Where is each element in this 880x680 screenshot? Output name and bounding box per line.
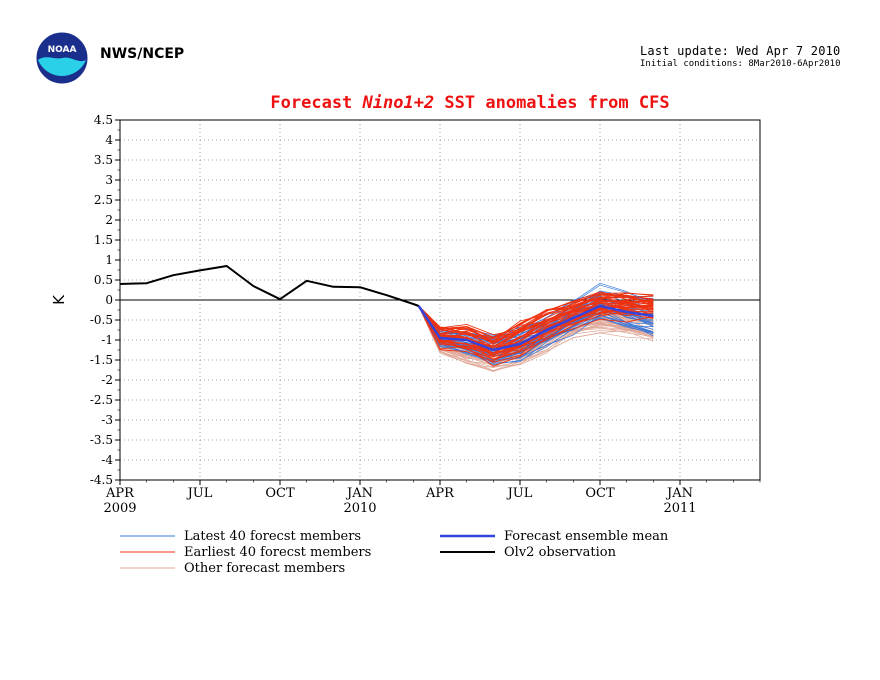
legend-item-obs: Olv2 observation [440,545,617,560]
y-tick-label: -1.5 [90,353,113,367]
y-tick-label: -1 [101,333,113,347]
ensemble-mean-line [417,304,654,352]
initial-conditions: Initial conditions: 8Mar2010-6Apr2010 [640,59,841,69]
legend-item-latest: Latest 40 forecst members [120,529,361,544]
legend-item-earliest: Earliest 40 forecst members [120,545,371,560]
y-tick-label: -0.5 [90,313,113,327]
y-tick-label: -2.5 [90,393,113,407]
y-tick-label: -3 [101,413,113,427]
main-lines [119,265,654,352]
ensemble-member-earliest [418,292,654,338]
ensemble-member-latest [418,305,654,361]
y-tick-label: 2 [105,213,113,227]
ensemble-member-other [418,305,654,366]
y-tick-label: 0.5 [94,273,113,287]
x-tick-label: APR [425,486,455,501]
ensemble-members [418,282,654,372]
ensemble-member-earliest [418,299,654,349]
legend-label: Other forecast members [184,561,345,576]
y-tick-label: 3 [105,173,113,187]
grid [120,120,760,480]
y-tick-label: 4.5 [94,113,113,127]
ensemble-member-other [418,305,654,372]
ensemble-member-earliest [418,291,654,336]
y-tick-label: 1 [105,253,113,267]
ensemble-member-other [418,305,654,372]
x-tick-label: OCT [585,486,615,501]
observation-line [119,265,420,307]
y-axis-label: K [50,294,68,305]
title-suffix: SST anomalies from CFS [434,93,669,113]
title-italic: Nino1+2 [362,93,435,113]
y-tick-label: 4 [105,133,113,147]
ensemble-member-other [418,305,654,361]
y-tick-label: -2 [101,373,113,387]
chart-title: Forecast Nino1+2 SST anomalies from CFS [270,93,669,113]
title-prefix: Forecast [270,93,362,113]
x-tick-label: JAN [665,486,693,501]
legend-item-other: Other forecast members [120,561,345,576]
y-tick-label: 2.5 [94,193,113,207]
x-tick-year: 2009 [103,501,136,516]
x-tick-label: OCT [265,486,295,501]
x-tick-year: 2010 [343,501,376,516]
last-update: Last update: Wed Apr 7 2010 [640,44,841,58]
org-name: NWS/NCEP [100,46,185,62]
x-tick-label: APR [105,486,135,501]
legend-item-mean: Forecast ensemble mean [440,529,669,544]
x-tick-label: JUL [506,486,533,501]
y-tick-label: 3.5 [94,153,113,167]
y-tick-label: -3.5 [90,433,113,447]
legend-label: Earliest 40 forecst members [184,545,371,560]
logo-text: NOAA [48,45,77,55]
ensemble-member-earliest [418,305,654,367]
legend: Latest 40 forecst members Forecast ensemb… [120,529,669,576]
y-tick-label: -4.5 [90,473,113,487]
x-tick-year: 2011 [663,501,696,516]
ensemble-member-earliest [418,295,654,342]
ensemble-member-earliest [418,296,654,347]
x-tick-label: JAN [345,486,373,501]
legend-label: Olv2 observation [504,545,617,560]
y-axis: 4.5 4 3.5 3 2.5 2 1.5 1 0.5 0 -0.5 -1 -1.5 -2 -2.5 -3 -3… [90,113,120,487]
legend-label: Forecast ensemble mean [504,529,669,544]
ensemble-member-earliest [418,305,654,362]
y-tick-label: 1.5 [94,233,113,247]
x-tick-label: JUL [186,486,213,501]
y-tick-label: -4 [101,453,113,467]
noaa-logo: NOAA [35,31,89,85]
ensemble-member-other [418,305,654,371]
legend-label: Latest 40 forecst members [184,529,361,544]
ensemble-member-earliest [418,302,654,343]
y-tick-label: 0 [105,293,113,307]
